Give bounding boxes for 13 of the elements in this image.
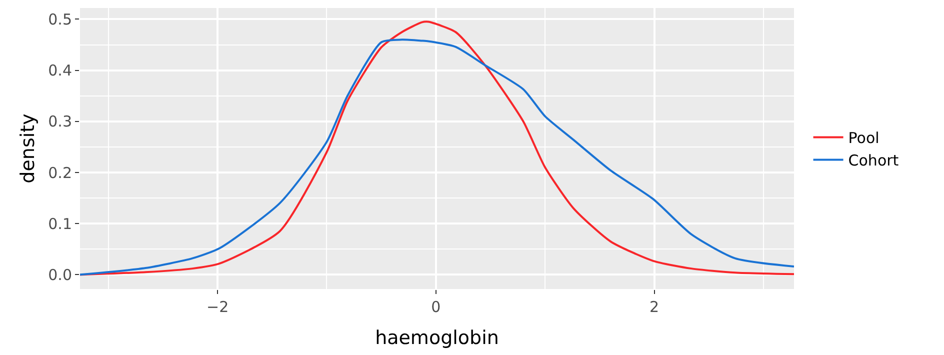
y-tick-label: 0.0 [48, 266, 72, 284]
y-tick-label: 0.1 [48, 214, 72, 233]
y-tick-label: 0.3 [48, 112, 72, 131]
x-tick-label: 0 [431, 298, 441, 316]
y-axis-title: density [16, 114, 39, 184]
y-tick-label: 0.2 [48, 164, 72, 182]
legend-label: Pool [848, 129, 880, 148]
legend-label: Cohort [848, 152, 899, 170]
y-tick-label: 0.4 [48, 62, 72, 80]
y-tick-label: 0.5 [48, 10, 72, 28]
x-axis-title: haemoglobin [375, 326, 499, 349]
x-tick-label: 2 [649, 298, 660, 316]
x-tick-label: −2 [206, 298, 229, 316]
